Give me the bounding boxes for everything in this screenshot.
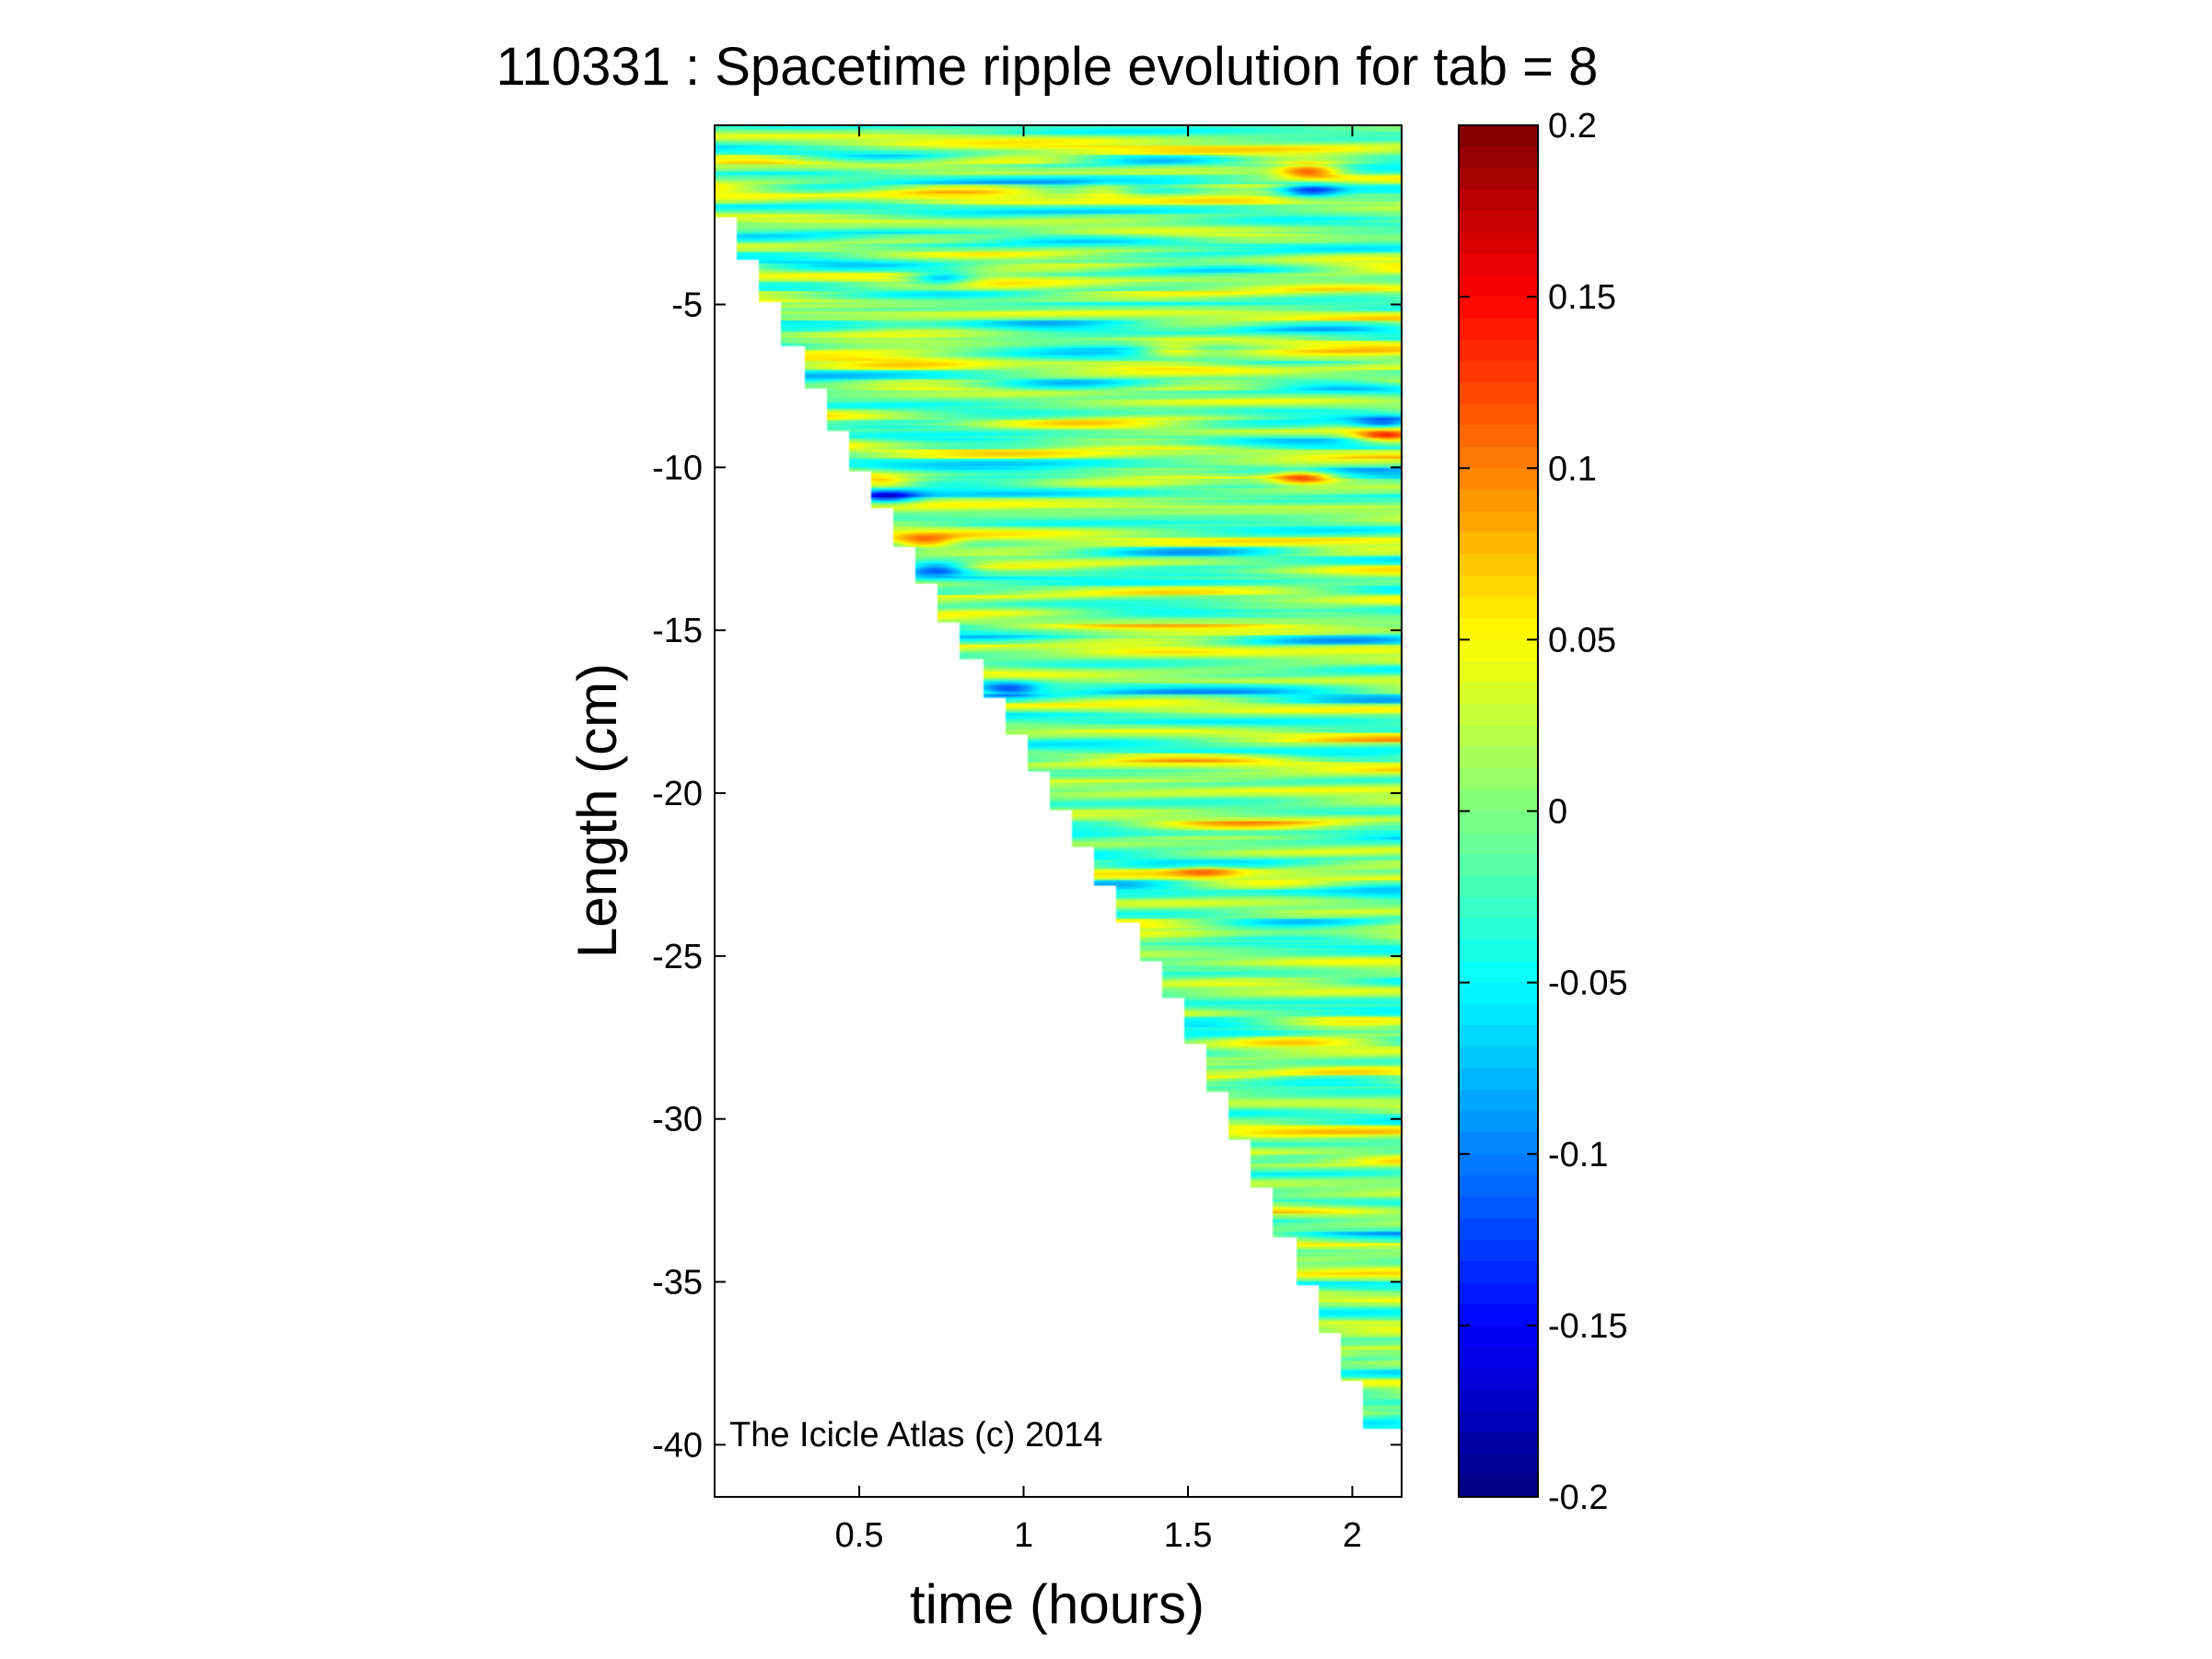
- copyright-annotation: The Icicle Atlas (c) 2014: [729, 1416, 1103, 1455]
- y-axis: -5 -10 -15 -20 -25 -30 -35 -40: [652, 286, 1402, 1465]
- colorbar-tick-label: 0.1: [1548, 450, 1597, 488]
- colorbar-tick-label: -0.2: [1548, 1478, 1608, 1517]
- y-tick-label: -20: [652, 775, 703, 813]
- colorbar-axis: 0.2 0.15 0.1 0.05 0 -0.05 -0.1 -0.15 -0.2: [1459, 107, 1628, 1517]
- colorbar-tick-label: -0.05: [1548, 964, 1628, 1003]
- y-tick-label: -10: [652, 449, 703, 487]
- colorbar-tick-label: 0: [1548, 793, 1567, 832]
- y-tick-label: -15: [652, 612, 703, 650]
- y-axis-label: Length (cm): [566, 663, 628, 958]
- x-axis-label: time (hours): [910, 1573, 1205, 1635]
- plot-frame: [714, 124, 1403, 1498]
- y-tick-label: -30: [652, 1101, 703, 1139]
- y-tick-label: -40: [652, 1426, 703, 1465]
- x-tick-label: 1.5: [1164, 1516, 1213, 1555]
- x-axis: 0.5 1 1.5 2: [835, 125, 1362, 1555]
- colorbar-tick-label: 0.2: [1548, 107, 1597, 146]
- x-tick-label: 2: [1343, 1516, 1362, 1555]
- colorbar-frame: [1458, 124, 1539, 1498]
- colorbar-tick-label: 0.05: [1548, 621, 1616, 660]
- x-tick-label: 0.5: [835, 1516, 884, 1555]
- colorbar-tick-label: -0.15: [1548, 1307, 1628, 1346]
- heatmap-image: [715, 125, 1402, 1497]
- colorbar-gradient: [1459, 125, 1538, 1497]
- chart-title: 110331 : Spacetime ripple evolution for …: [496, 37, 1599, 97]
- colorbar-tick-label: 0.15: [1548, 278, 1616, 317]
- y-tick-label: -25: [652, 938, 703, 976]
- y-tick-label: -5: [671, 286, 703, 325]
- y-tick-label: -35: [652, 1264, 703, 1303]
- x-tick-label: 1: [1014, 1516, 1033, 1555]
- colorbar-tick-label: -0.1: [1548, 1136, 1608, 1174]
